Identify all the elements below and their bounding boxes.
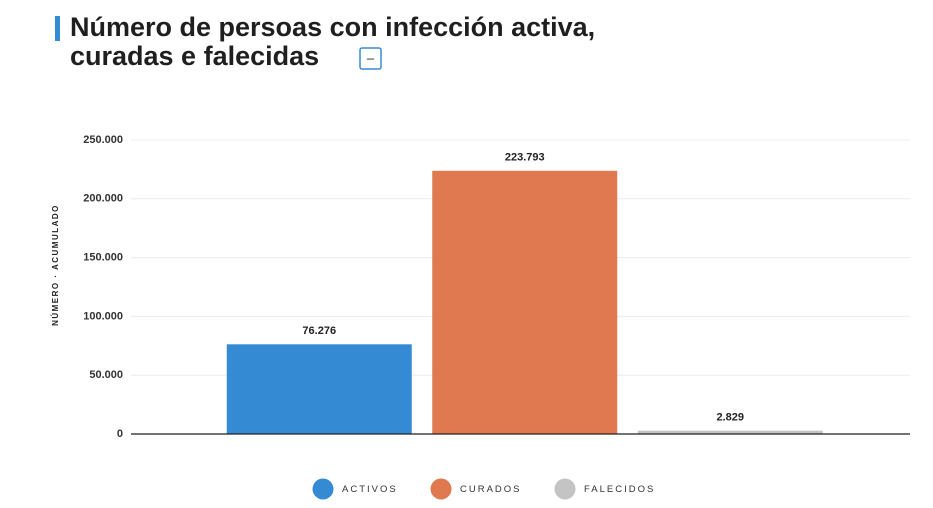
chart-title: Número de persoas con infección activa,	[70, 12, 595, 42]
y-axis-label: NÚMERO · ACUMULADO	[51, 204, 60, 326]
legend-label: CURADOS	[460, 484, 522, 495]
y-tick-label: 50.000	[89, 369, 123, 381]
bar	[432, 170, 618, 434]
y-tick-label: 0	[117, 428, 123, 440]
legend-label: ACTIVOS	[342, 484, 398, 495]
bar	[637, 430, 823, 434]
y-tick-label: 100.000	[83, 310, 123, 322]
legend-marker	[554, 478, 576, 500]
title-accent	[55, 16, 60, 41]
y-tick-label: 200.000	[83, 193, 123, 205]
y-tick-label: 150.000	[83, 252, 123, 264]
value-label: 76.276	[302, 325, 336, 337]
value-label: 2.829	[716, 412, 744, 424]
toggle-text[interactable]: –	[367, 50, 375, 65]
bar	[226, 344, 412, 434]
toggle-button[interactable]: –	[359, 47, 382, 70]
legend-label: FALECIDOS	[584, 484, 655, 495]
legend-marker	[430, 478, 452, 500]
value-label: 223.793	[505, 152, 545, 164]
y-tick-label: 250.000	[83, 134, 123, 146]
toggle-box[interactable]	[359, 47, 382, 70]
legend-marker	[312, 478, 334, 500]
chart-title: curadas e falecidas	[70, 41, 319, 71]
